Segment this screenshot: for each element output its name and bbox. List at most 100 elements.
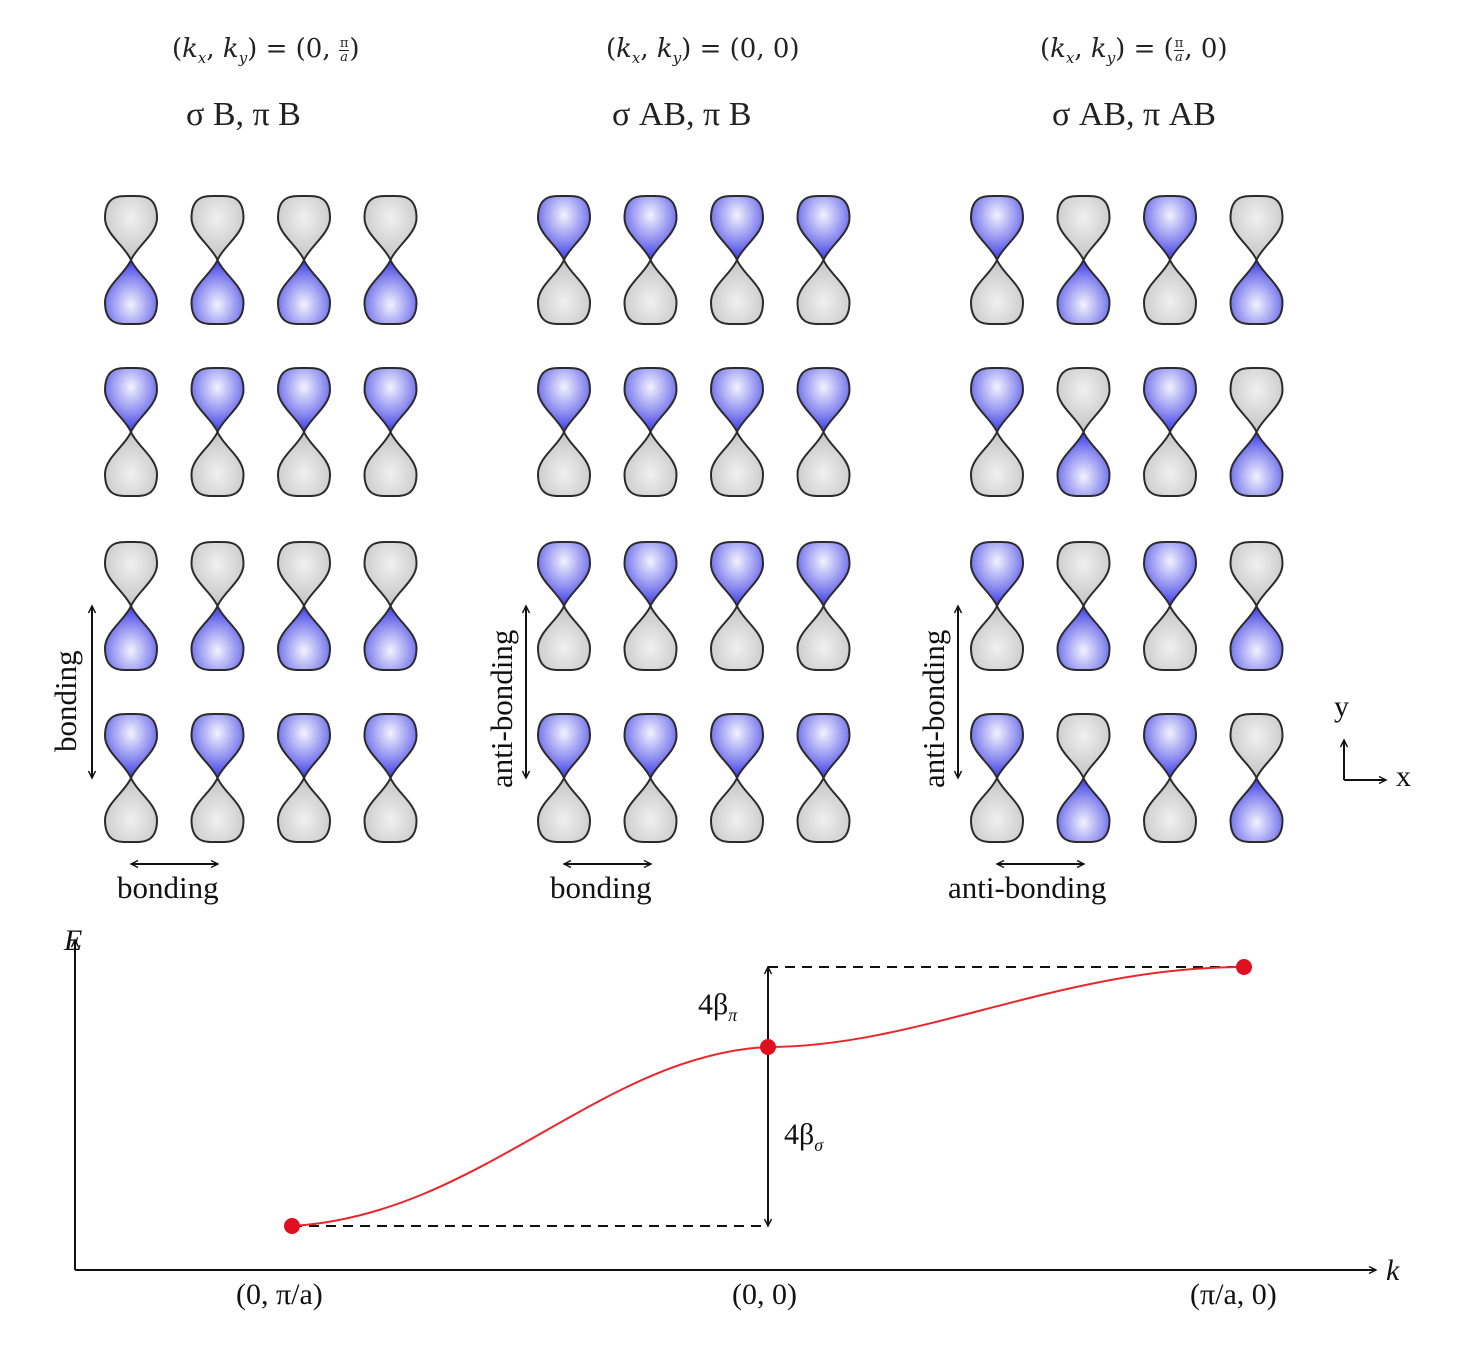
positive-lobe	[363, 712, 418, 781]
negative-lobe	[796, 775, 851, 844]
positive-lobe	[709, 366, 765, 435]
p-orbital	[796, 712, 851, 844]
p-orbital	[1142, 540, 1198, 672]
positive-lobe	[1056, 429, 1111, 498]
band-plot	[70, 938, 1378, 1275]
positive-lobe	[103, 366, 159, 435]
p-orbital	[623, 366, 678, 498]
p-orbital	[363, 540, 418, 672]
symmetry-label-1: σ B, π B	[186, 96, 301, 133]
p-orbital	[190, 366, 245, 498]
p-orbital	[536, 712, 592, 844]
p-orbital	[1056, 540, 1111, 672]
negative-lobe	[623, 257, 678, 326]
positive-lobe	[276, 366, 332, 435]
p-orbital	[363, 366, 418, 498]
positive-lobe	[796, 194, 851, 263]
negative-lobe	[1229, 194, 1284, 263]
negative-lobe	[276, 429, 332, 498]
positive-lobe	[276, 603, 332, 672]
p-orbital	[709, 366, 765, 498]
negative-lobe	[1056, 194, 1111, 263]
positive-lobe	[190, 366, 245, 435]
positive-lobe	[623, 194, 678, 263]
negative-lobe	[796, 603, 851, 672]
negative-lobe	[363, 194, 418, 263]
positive-lobe	[796, 540, 851, 609]
p-orbital	[796, 366, 851, 498]
negative-lobe	[796, 257, 851, 326]
tick-label-x: (π/a, 0)	[1190, 1278, 1277, 1311]
point-mid	[760, 1039, 776, 1055]
positive-lobe	[363, 366, 418, 435]
negative-lobe	[1142, 429, 1198, 498]
beta-pi-label: 4βπ	[698, 988, 738, 1025]
negative-lobe	[103, 540, 159, 609]
beta-sigma-label: 4βσ	[784, 1118, 824, 1155]
negative-lobe	[536, 257, 592, 326]
negative-lobe	[190, 194, 245, 263]
positive-lobe	[969, 712, 1025, 781]
positive-lobe	[190, 712, 245, 781]
p-orbital	[623, 540, 678, 672]
negative-lobe	[709, 775, 765, 844]
positive-lobe	[709, 712, 765, 781]
p-orbital	[190, 194, 245, 326]
positive-lobe	[276, 712, 332, 781]
p-orbital	[1229, 540, 1284, 672]
energy-axis-label: E	[64, 924, 83, 957]
p-orbital	[363, 712, 418, 844]
negative-lobe	[969, 603, 1025, 672]
negative-lobe	[1056, 540, 1111, 609]
negative-lobe	[1142, 257, 1198, 326]
positive-lobe	[969, 540, 1025, 609]
p-orbital	[103, 366, 159, 498]
negative-lobe	[1229, 366, 1284, 435]
p-orbital	[623, 712, 678, 844]
p-orbital	[1229, 194, 1284, 326]
p-orbital	[536, 540, 592, 672]
negative-lobe	[1056, 366, 1111, 435]
xy-axes-indicator	[1339, 738, 1388, 785]
positive-lobe	[1056, 603, 1111, 672]
p-orbital	[796, 194, 851, 326]
positive-lobe	[1229, 257, 1284, 326]
p-orbital	[796, 540, 851, 672]
x-bond-label-2: bonding	[550, 870, 652, 905]
negative-lobe	[969, 429, 1025, 498]
positive-lobe	[796, 712, 851, 781]
orbital-grid	[103, 194, 1284, 844]
tick-label-gamma: (0, 0)	[732, 1278, 797, 1311]
x-bond-label-3: anti-bonding	[948, 870, 1107, 905]
negative-lobe	[103, 429, 159, 498]
y-bond-label-1: bonding	[48, 650, 83, 752]
positive-lobe	[536, 194, 592, 263]
negative-lobe	[190, 429, 245, 498]
positive-lobe	[709, 194, 765, 263]
y-bond-label-2: anti-bonding	[484, 629, 519, 788]
p-orbital	[969, 366, 1025, 498]
negative-lobe	[623, 775, 678, 844]
negative-lobe	[276, 540, 332, 609]
positive-lobe	[1142, 540, 1198, 609]
positive-lobe	[796, 366, 851, 435]
negative-lobe	[190, 775, 245, 844]
positive-lobe	[1142, 194, 1198, 263]
y-bond-label-3: anti-bonding	[916, 629, 951, 788]
p-orbital	[969, 712, 1025, 844]
positive-lobe	[363, 257, 418, 326]
positive-lobe	[969, 194, 1025, 263]
x-bond-label-1: bonding	[117, 870, 219, 905]
negative-lobe	[623, 603, 678, 672]
positive-lobe	[623, 712, 678, 781]
negative-lobe	[623, 429, 678, 498]
negative-lobe	[796, 429, 851, 498]
kpoint-header-3: (kx, ky) = (π a, 0)	[1040, 34, 1228, 68]
p-orbital	[190, 712, 245, 844]
p-orbital	[103, 194, 159, 326]
negative-lobe	[103, 194, 159, 263]
negative-lobe	[969, 257, 1025, 326]
positive-lobe	[1056, 257, 1111, 326]
negative-lobe	[709, 429, 765, 498]
k-axis-label: k	[1386, 1254, 1400, 1287]
